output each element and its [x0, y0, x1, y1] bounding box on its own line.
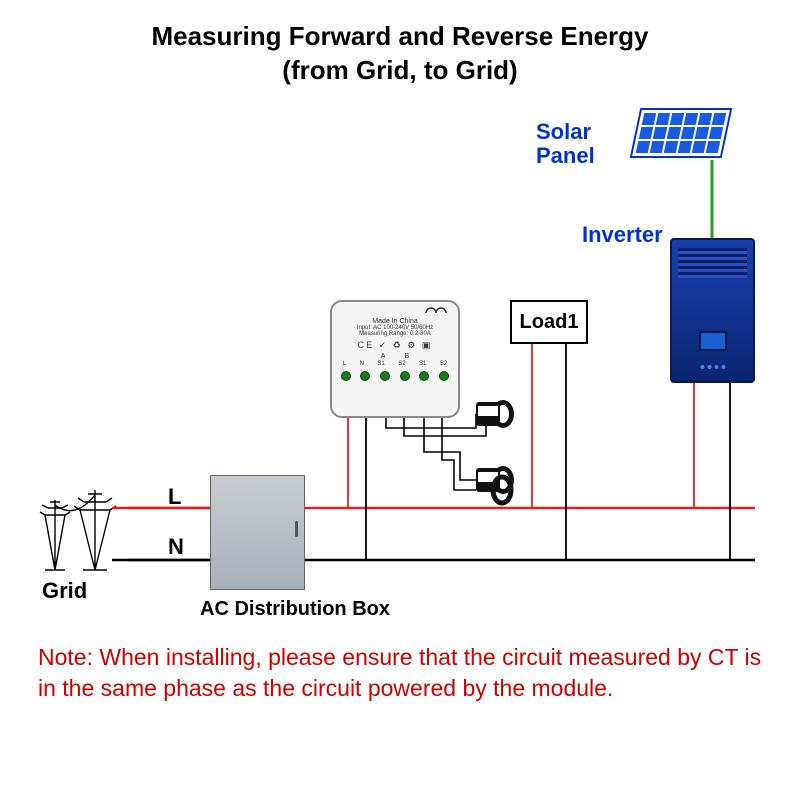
meter-loop-icon — [424, 306, 450, 320]
title-line1: Measuring Forward and Reverse Energy — [151, 21, 648, 51]
title-line2: (from Grid, to Grid) — [282, 55, 517, 85]
grid-label: Grid — [42, 578, 87, 604]
ct-clamp-a — [468, 396, 514, 432]
meter-channels: A B — [336, 353, 454, 360]
inverter-label: Inverter — [582, 222, 663, 248]
grid-pylon-icon — [40, 490, 116, 570]
solar-panel-icon — [630, 108, 733, 158]
load1-box: Load1 — [510, 300, 588, 344]
install-note: Note: When installing, please ensure tha… — [38, 642, 768, 704]
meter-marks: CE ✓ ♻ ⚙ ▣ — [336, 340, 454, 351]
page-title: Measuring Forward and Reverse Energy (fr… — [0, 20, 800, 88]
meter-text-3: Measuring Range: 0.2-80A — [336, 331, 454, 337]
ct-clamp-b — [468, 462, 514, 498]
meter-terminals — [336, 371, 454, 381]
solar-panel-label: Solar Panel — [536, 120, 595, 168]
ac-distribution-box — [210, 475, 305, 590]
ac-box-label: AC Distribution Box — [200, 598, 390, 621]
meter-terminal-labels: LN S1S2 S1S2 — [336, 361, 454, 367]
inverter-icon — [670, 238, 755, 383]
energy-meter-module: Made In China Input: AC 100-240V 50/60Hz… — [330, 300, 460, 418]
line-n-label: N — [168, 534, 184, 560]
line-l-label: L — [168, 484, 181, 510]
